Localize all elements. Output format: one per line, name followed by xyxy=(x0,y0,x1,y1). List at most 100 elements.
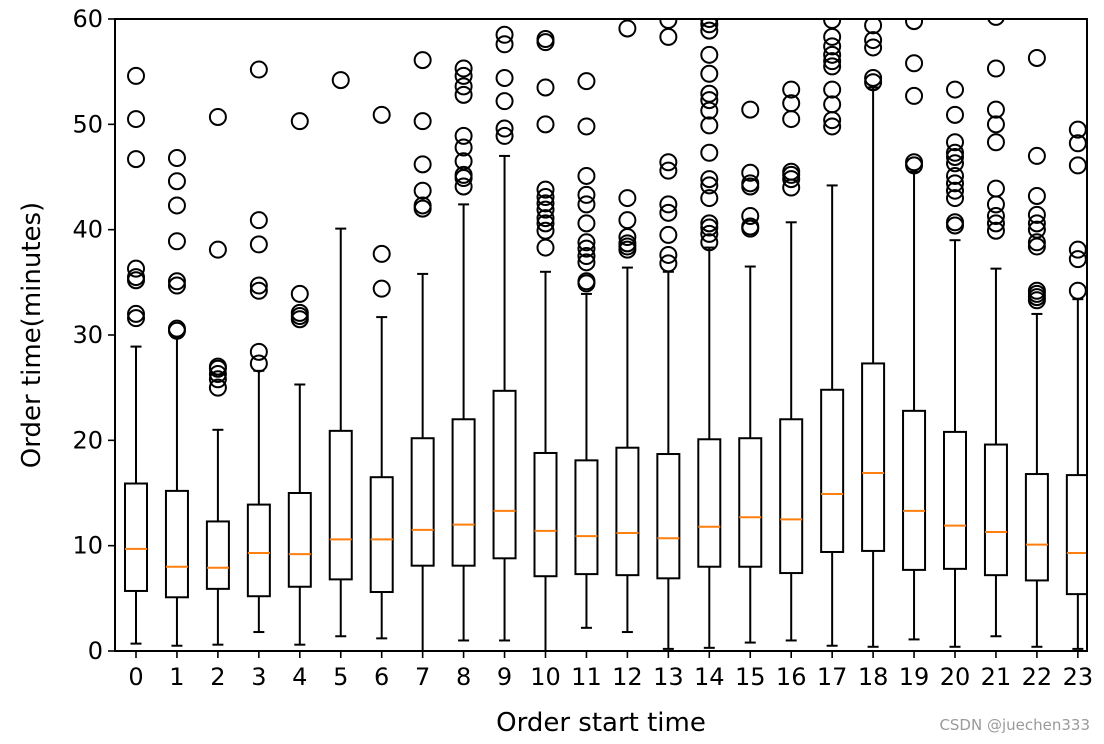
flier-point xyxy=(536,194,555,213)
flier-point xyxy=(454,66,473,85)
flier-point xyxy=(823,45,842,64)
flier-point xyxy=(577,214,596,233)
flier-point xyxy=(536,115,555,134)
flier-point xyxy=(208,240,227,259)
flier-point xyxy=(864,68,883,87)
flier-point xyxy=(577,247,596,265)
box xyxy=(164,489,189,599)
flier-point xyxy=(823,95,842,114)
flier-point xyxy=(864,73,883,92)
box xyxy=(124,482,148,592)
flier-point xyxy=(659,195,678,214)
flier-point xyxy=(659,153,678,172)
x-tick-label: 16 xyxy=(776,663,807,691)
flier-point xyxy=(454,177,473,196)
flier-point xyxy=(986,59,1005,78)
flier-point xyxy=(946,80,964,99)
box xyxy=(697,438,722,568)
box-group-10 xyxy=(533,30,558,651)
flier-point xyxy=(127,259,145,278)
flier-point xyxy=(986,195,1005,214)
flier-point xyxy=(946,105,964,124)
flier-point xyxy=(618,211,637,230)
box xyxy=(451,418,476,567)
flier-point xyxy=(208,378,227,397)
box-group-14 xyxy=(697,19,722,649)
x-tick-label: 21 xyxy=(981,663,1012,691)
box xyxy=(574,459,599,576)
flier-point xyxy=(127,66,145,85)
flier-point xyxy=(741,217,760,236)
flier-point xyxy=(454,126,473,145)
flier-point xyxy=(823,80,842,99)
flier-point xyxy=(823,37,842,56)
flier-point xyxy=(1027,48,1046,67)
box xyxy=(820,388,845,553)
flier-point xyxy=(700,189,719,208)
flier-point xyxy=(823,52,842,71)
flier-point xyxy=(782,80,801,99)
flier-point xyxy=(167,319,186,338)
flier-point xyxy=(700,176,719,195)
flier-point xyxy=(536,209,555,228)
x-tick-label: 19 xyxy=(899,663,930,691)
flier-point xyxy=(700,233,719,252)
box xyxy=(369,476,394,594)
box-group-21 xyxy=(983,19,1008,638)
flier-point xyxy=(946,147,964,166)
flier-point xyxy=(986,214,1005,233)
flier-point xyxy=(905,153,924,172)
flier-point xyxy=(127,110,145,129)
flier-point xyxy=(823,19,842,30)
y-tick-label: 20 xyxy=(72,426,103,454)
box-group-12 xyxy=(615,19,640,634)
flier-point xyxy=(413,155,432,174)
flier-point xyxy=(208,370,227,389)
flier-point xyxy=(536,188,555,207)
box-group-5 xyxy=(328,71,353,638)
flier-point xyxy=(577,195,596,214)
flier-point xyxy=(454,138,473,157)
flier-point xyxy=(905,54,924,73)
x-tick-label: 9 xyxy=(497,663,512,691)
flier-point xyxy=(454,59,473,78)
flier-point xyxy=(700,214,719,233)
flier-point xyxy=(700,143,719,162)
x-tick-label: 18 xyxy=(858,663,889,691)
flier-point xyxy=(331,71,350,90)
flier-point xyxy=(986,221,1005,240)
x-tick-label: 23 xyxy=(1063,663,1094,691)
x-tick-label: 8 xyxy=(456,663,471,691)
flier-point xyxy=(536,78,555,97)
flier-point xyxy=(700,170,719,189)
box-group-4 xyxy=(287,112,312,646)
flier-point xyxy=(577,233,596,252)
x-tick-label: 4 xyxy=(292,663,307,691)
box-group-20 xyxy=(943,80,967,648)
flier-point xyxy=(700,218,719,237)
box xyxy=(328,429,353,581)
box-group-0 xyxy=(124,66,148,645)
box-group-15 xyxy=(738,100,763,644)
box xyxy=(1065,474,1087,596)
flier-point xyxy=(1027,233,1046,252)
box-group-1 xyxy=(164,149,189,647)
flier-point xyxy=(700,84,719,103)
box-group-7 xyxy=(410,51,435,651)
flier-point xyxy=(1027,146,1046,165)
flier-point xyxy=(536,180,555,199)
flier-point xyxy=(208,364,227,383)
y-tick-label: 30 xyxy=(72,321,103,349)
flier-point xyxy=(987,19,1005,26)
box-group-9 xyxy=(492,25,517,642)
box-group-23 xyxy=(1065,120,1087,650)
flier-point xyxy=(905,19,924,31)
flier-point xyxy=(986,206,1005,225)
box-group-2 xyxy=(205,107,230,646)
flier-point xyxy=(167,232,186,251)
box xyxy=(410,437,435,567)
box xyxy=(983,443,1008,577)
flier-point xyxy=(577,166,596,185)
x-tick-label: 7 xyxy=(415,663,430,691)
